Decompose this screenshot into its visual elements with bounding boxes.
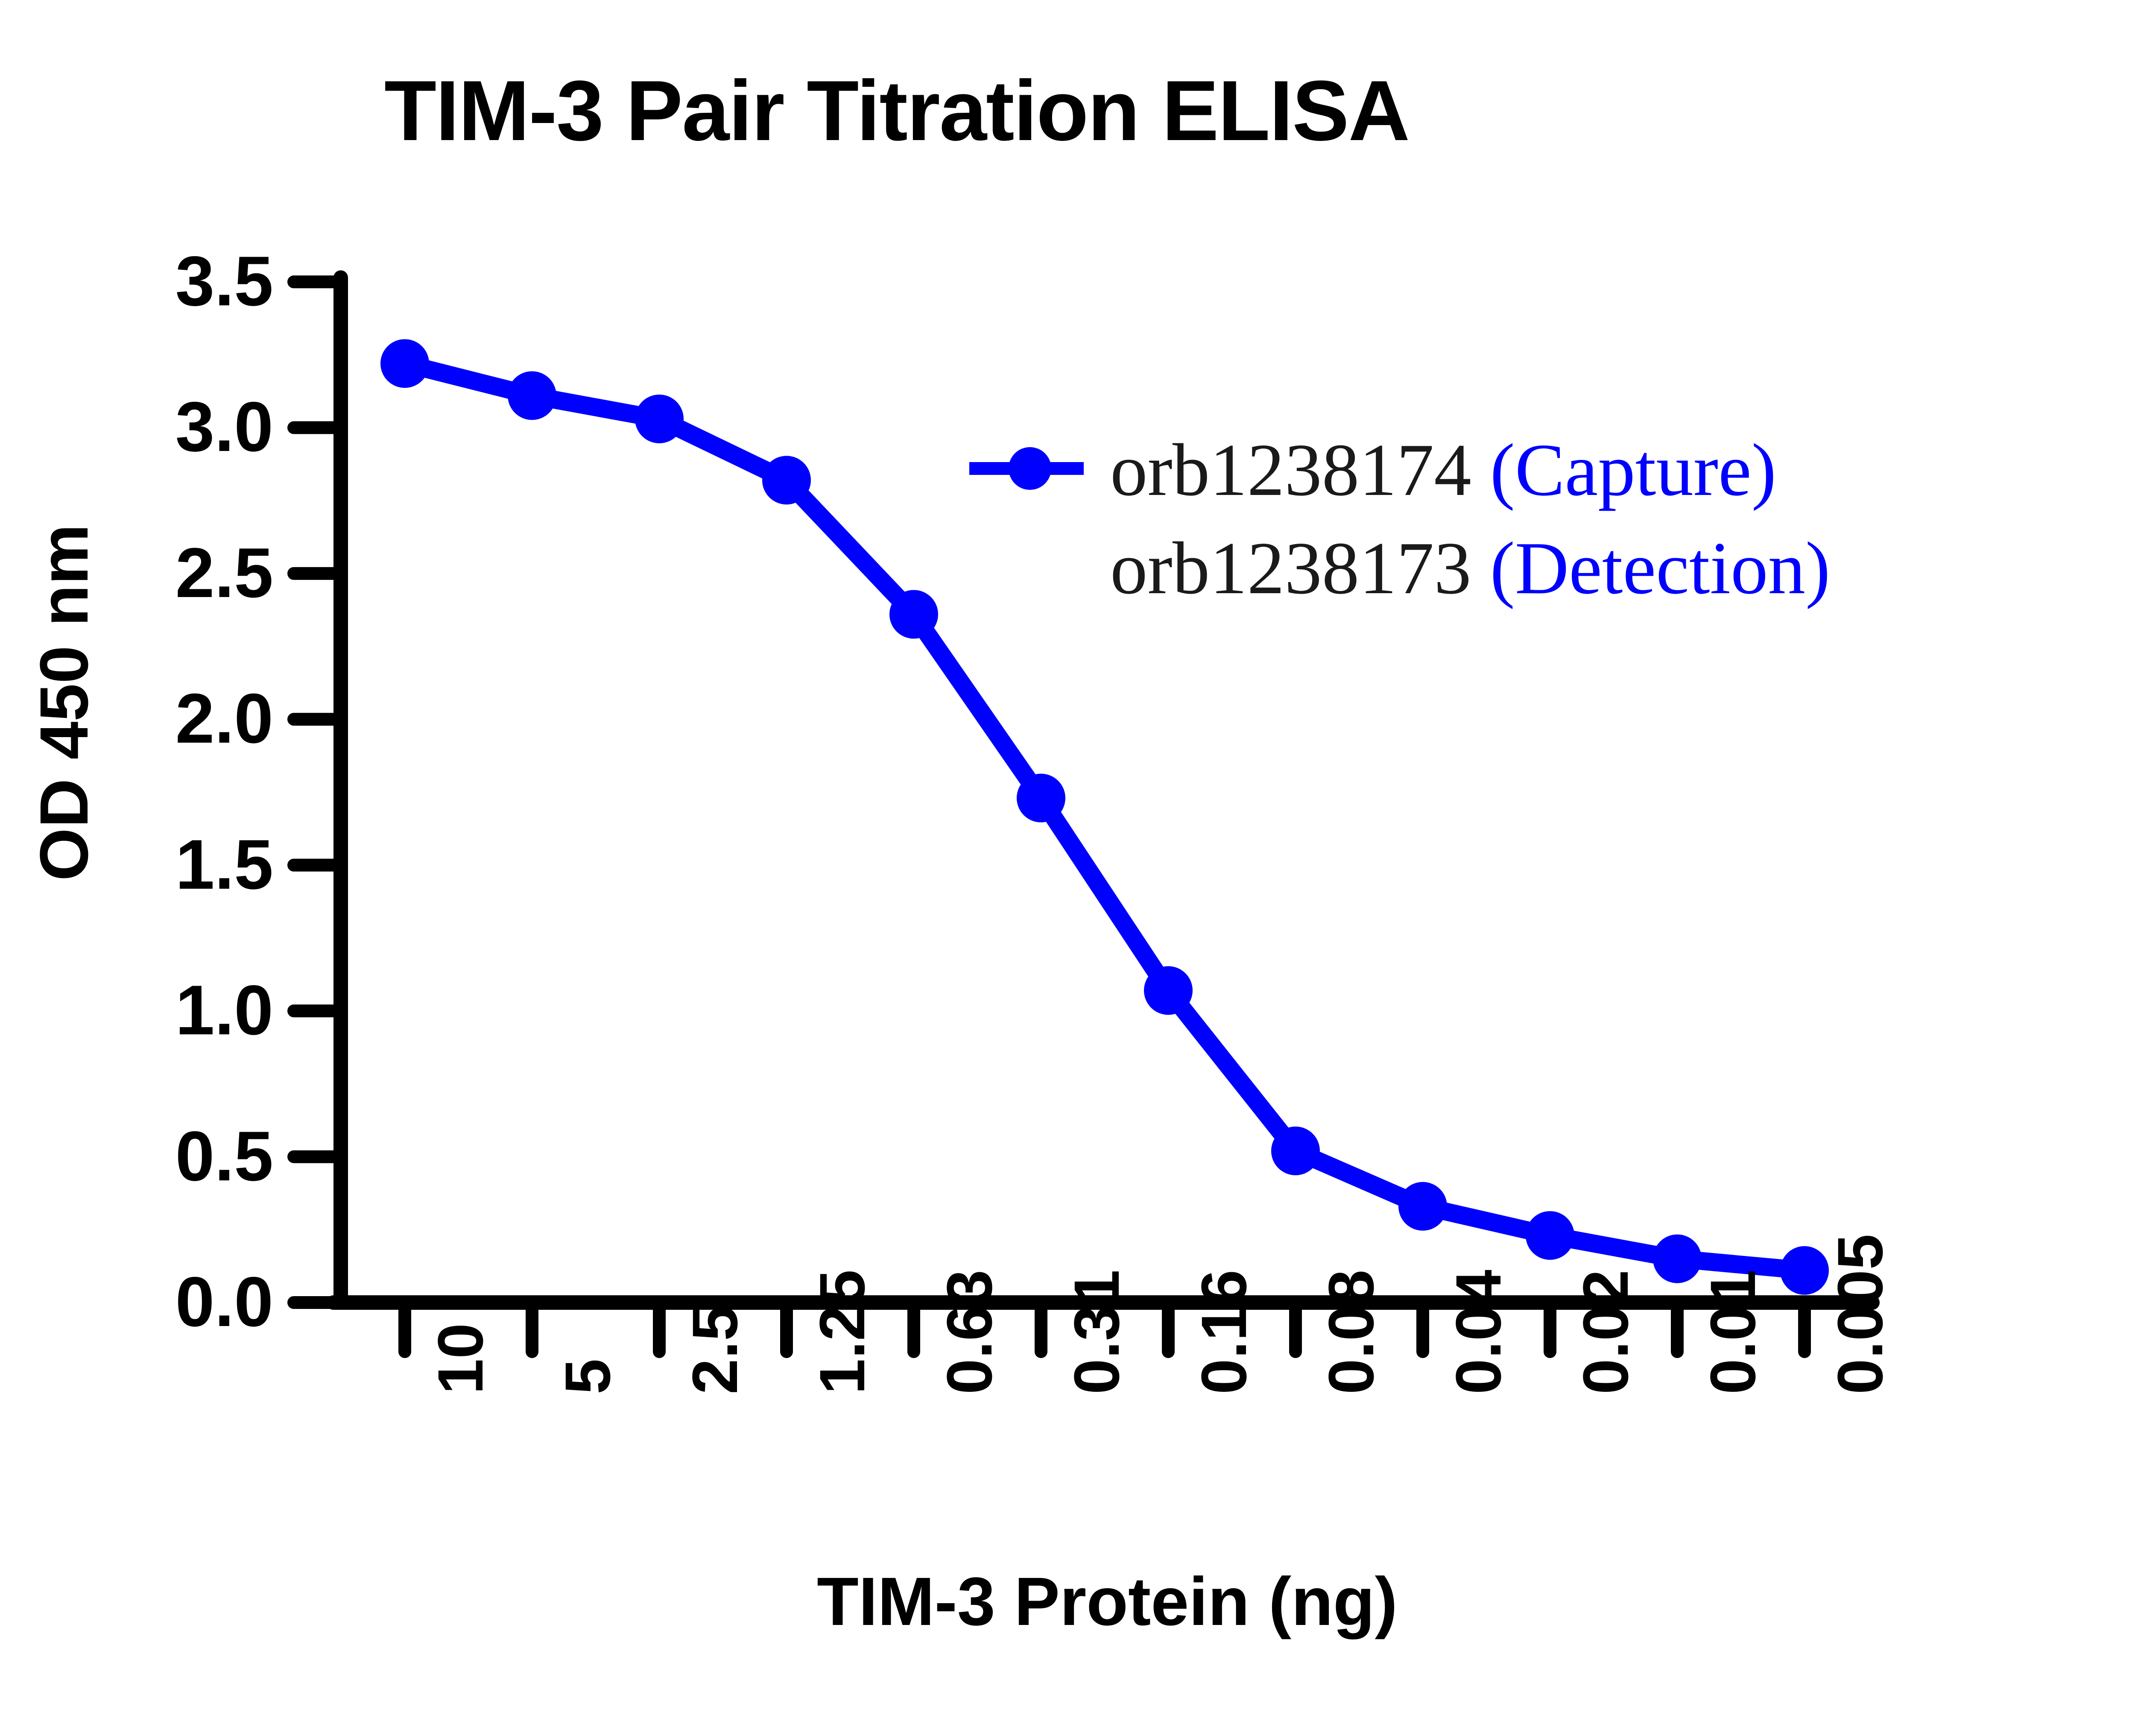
legend-role-2: (Detection) <box>1490 527 1831 609</box>
legend-item: orb1238174 (Capture) <box>969 427 1994 525</box>
y-tick-label: 2.0 <box>175 679 273 758</box>
data-point-marker <box>1780 1246 1829 1295</box>
x-tick-label: 0.16 <box>1188 1270 1260 1394</box>
chart-legend: orb1238174 (Capture) orb1238173 (Detecti… <box>969 427 1994 624</box>
x-tick-label: 0.005 <box>1824 1234 1896 1394</box>
x-axis-title: TIM-3 Protein (ng) <box>817 1563 1398 1639</box>
y-tick-label: 3.0 <box>175 387 273 466</box>
data-point-marker <box>508 371 556 420</box>
y-tick-label: 0.0 <box>175 1262 273 1341</box>
legend-item: orb1238173 (Detection) <box>969 525 1994 624</box>
legend-role-1: (Capture) <box>1490 428 1777 511</box>
legend-text-row-1: orb1238174 (Capture) <box>1110 427 1776 512</box>
x-tick-label: 10 <box>424 1323 496 1394</box>
axes <box>326 270 1880 1310</box>
x-tick-label: 0.02 <box>1570 1270 1641 1394</box>
legend-code-2: orb1238173 <box>1110 527 1490 609</box>
legend-text-row-2: orb1238173 (Detection) <box>1110 525 1830 611</box>
x-tick-label: 0.31 <box>1061 1270 1132 1394</box>
y-tick-label: 0.5 <box>175 1116 273 1195</box>
data-point-marker <box>380 339 429 388</box>
x-tick-label: 1.25 <box>806 1270 878 1394</box>
chart-title: TIM-3 Pair Titration ELISA <box>384 63 1410 158</box>
x-tick-label: 0.63 <box>933 1270 1005 1394</box>
data-point-marker <box>1653 1234 1702 1283</box>
x-tick-label: 0.08 <box>1315 1270 1387 1394</box>
data-point-marker <box>1017 773 1065 823</box>
x-tick-label: 0.04 <box>1442 1270 1514 1394</box>
data-point-marker <box>889 590 938 639</box>
x-tick-label: 0.01 <box>1697 1270 1769 1394</box>
data-point-marker <box>635 394 684 443</box>
x-tick-label: 2.5 <box>679 1305 751 1394</box>
series-markers <box>380 339 1829 1295</box>
data-point-marker <box>762 456 811 505</box>
data-point-marker <box>1398 1182 1447 1231</box>
y-tick-label: 1.5 <box>175 825 273 904</box>
data-point-marker <box>1144 966 1193 1015</box>
legend-marker-dot-icon <box>1009 447 1051 490</box>
x-axis-ticks <box>398 1296 1811 1358</box>
x-tick-label: 5 <box>552 1358 623 1394</box>
data-point-marker <box>1271 1126 1320 1175</box>
y-tick-label: 3.5 <box>175 242 273 320</box>
y-tick-label: 1.0 <box>175 971 273 1050</box>
y-tick-label: 2.5 <box>175 533 273 612</box>
legend-code-1: orb1238174 <box>1110 428 1490 511</box>
y-axis-ticks <box>287 275 347 1309</box>
data-point-marker <box>1526 1211 1574 1260</box>
